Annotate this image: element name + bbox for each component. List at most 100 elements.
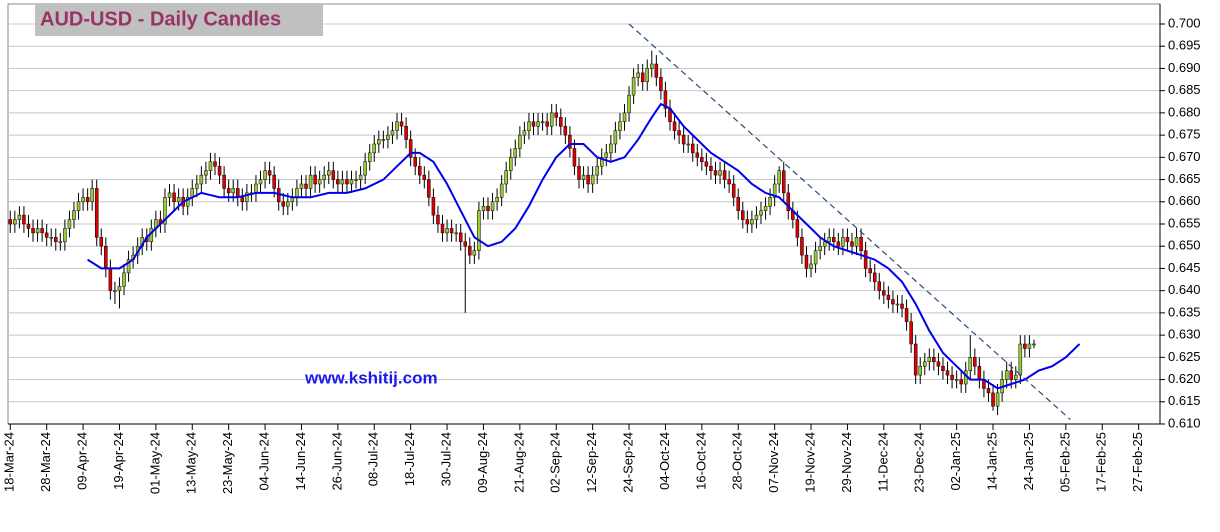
candle-body (99, 237, 104, 247)
candle-body (395, 121, 399, 131)
candle-body (932, 357, 936, 363)
candle-body (240, 197, 245, 203)
candle-body (367, 152, 372, 163)
candle-body (1004, 370, 1009, 380)
candle-body (408, 139, 413, 158)
x-tick-label: 28-Mar-24 (38, 432, 53, 492)
x-tick-label: 07-Nov-24 (766, 432, 781, 493)
candle-body (904, 308, 909, 323)
candle-body (545, 121, 549, 127)
candle-body (245, 192, 249, 203)
x-tick-label: 12-Sep-24 (584, 432, 599, 493)
candle-body (768, 197, 772, 207)
candle-body (604, 152, 609, 158)
candle-body (650, 63, 654, 69)
y-tick-label: 0.635 (1168, 304, 1201, 319)
candle-body (1014, 374, 1018, 380)
candle-body (217, 165, 222, 176)
title-box (35, 4, 323, 36)
candle-body (536, 121, 540, 127)
x-tick-label: 16-Oct-24 (693, 432, 708, 490)
candle-body (263, 170, 267, 180)
candle-body (413, 157, 417, 167)
x-tick-label: 08-Jul-24 (366, 432, 381, 486)
candle-body (272, 174, 276, 189)
candle-body (340, 179, 345, 185)
candle-body (354, 179, 358, 181)
y-tick-label: 0.695 (1168, 38, 1201, 53)
candle-body (872, 272, 877, 283)
candle-body (900, 303, 904, 309)
candle-body (463, 241, 468, 247)
candle-body (54, 237, 58, 243)
candle-body (431, 197, 436, 216)
candle-body (923, 361, 927, 367)
candle-body (713, 170, 718, 176)
candle-body (977, 365, 982, 380)
x-tick-label: 14-Jan-25 (984, 432, 999, 491)
candle-body (577, 165, 581, 180)
candle-body (795, 219, 800, 238)
candle-body (94, 188, 99, 238)
candle-body (486, 205, 490, 211)
candle-body (422, 174, 427, 180)
candle-body (472, 250, 477, 256)
candle-body (304, 183, 308, 189)
y-tick-label: 0.625 (1168, 349, 1201, 364)
candle-body (81, 197, 85, 203)
candle-body (800, 237, 804, 256)
candle-body (172, 192, 176, 203)
candle-body (213, 161, 217, 167)
candle-body (458, 232, 463, 243)
candle-body (663, 90, 668, 109)
candle-body (868, 268, 872, 274)
candle-body (554, 112, 558, 118)
chart-title: AUD-USD - Daily Candles (40, 8, 281, 30)
candle-body (581, 174, 586, 180)
candle-body (163, 197, 167, 225)
candle-body (468, 245, 472, 256)
candle-body (709, 165, 713, 171)
candle-body (995, 392, 1000, 407)
candle-body (176, 197, 181, 203)
candle-body (540, 121, 545, 124)
candle-body (527, 121, 531, 131)
candle-body (549, 112, 554, 127)
y-tick-label: 0.650 (1168, 238, 1201, 253)
y-tick-label: 0.690 (1168, 60, 1201, 75)
candle-body (49, 237, 53, 239)
candle-body (381, 139, 386, 141)
candle-body (613, 130, 618, 145)
x-tick-label: 05-Feb-25 (1057, 432, 1072, 492)
candle-body (927, 357, 932, 363)
candle-body (504, 170, 508, 185)
candle-body (372, 143, 377, 154)
candle-body (63, 228, 67, 243)
candle-body (208, 161, 213, 171)
candle-body (204, 170, 208, 176)
candle-body (1027, 343, 1032, 349)
candle-body (518, 134, 522, 149)
candle-body (113, 290, 117, 292)
candle-body (345, 179, 349, 185)
candle-body (481, 205, 486, 211)
x-tick-label: 04-Jun-24 (256, 432, 271, 491)
candle-body (295, 188, 299, 198)
x-tick-label: 11-Dec-24 (875, 432, 890, 492)
candle-body (222, 174, 226, 189)
y-tick-label: 0.645 (1168, 260, 1201, 275)
candle-body (845, 237, 850, 243)
marks (8, 23, 1081, 421)
candle-body (618, 121, 622, 131)
candle-body (522, 130, 527, 136)
candle-body (418, 165, 422, 176)
candle-body (918, 365, 922, 376)
candle-body (508, 157, 513, 171)
candle-body (8, 219, 13, 225)
candle-body (44, 232, 49, 238)
candle-body (1032, 343, 1036, 346)
y-tick-label: 0.610 (1168, 415, 1201, 430)
x-tick-label: 30-Jul-24 (438, 432, 453, 486)
candle-body (704, 161, 709, 167)
trend-line (628, 23, 1071, 421)
